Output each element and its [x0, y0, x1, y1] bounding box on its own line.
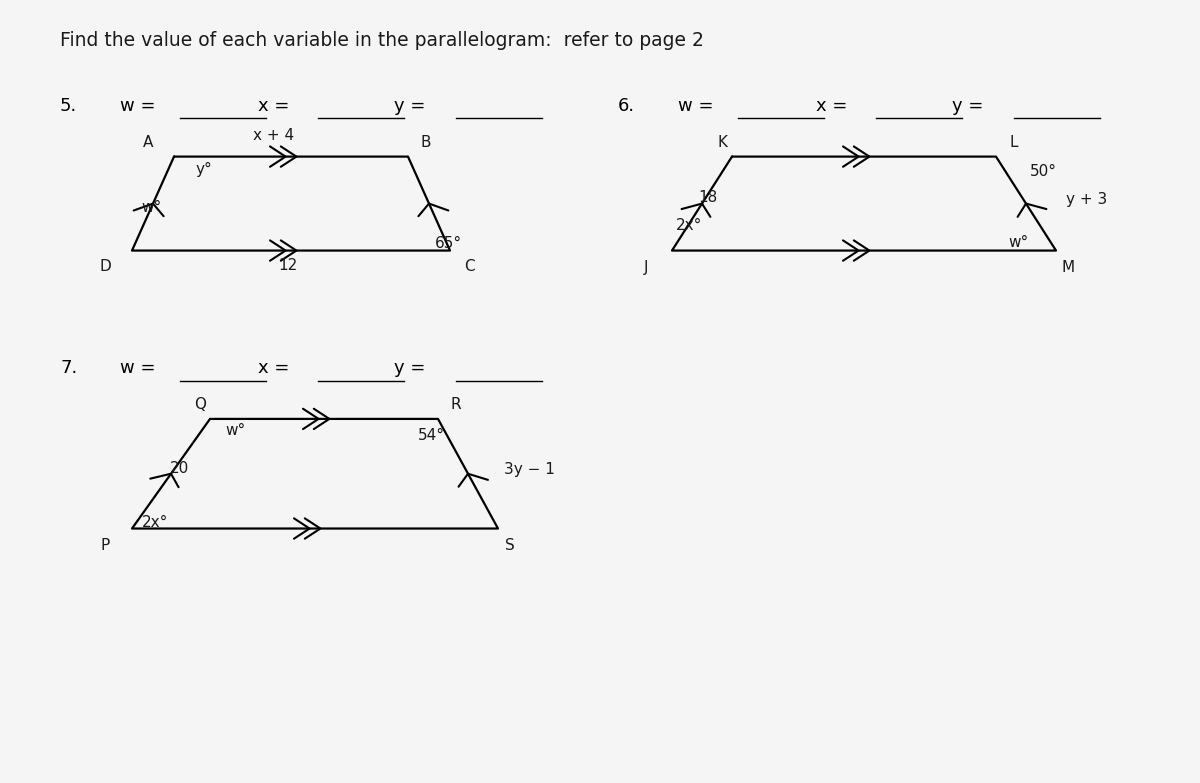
- Text: y + 3: y + 3: [1066, 192, 1106, 207]
- Text: S: S: [505, 538, 515, 554]
- Text: Find the value of each variable in the parallelogram:  refer to page 2: Find the value of each variable in the p…: [60, 31, 704, 50]
- Text: C: C: [464, 258, 474, 274]
- Text: M: M: [1062, 260, 1074, 276]
- Text: w =: w =: [678, 97, 714, 114]
- Text: 18: 18: [698, 189, 718, 205]
- Text: K: K: [718, 135, 727, 150]
- Text: 54°: 54°: [418, 428, 444, 442]
- Text: w°: w°: [142, 200, 162, 215]
- Text: B: B: [421, 135, 431, 150]
- Text: J: J: [643, 260, 648, 276]
- Text: 6.: 6.: [618, 97, 635, 114]
- Text: w°: w°: [226, 423, 246, 438]
- Text: 3y − 1: 3y − 1: [504, 462, 554, 478]
- Text: w =: w =: [120, 359, 156, 377]
- Text: 20: 20: [170, 460, 190, 476]
- Text: P: P: [101, 538, 110, 554]
- Text: y =: y =: [952, 97, 983, 114]
- Text: y =: y =: [394, 359, 425, 377]
- Text: 50°: 50°: [1030, 164, 1056, 179]
- Text: 12: 12: [278, 258, 298, 273]
- Text: 5.: 5.: [60, 97, 77, 114]
- Text: x + 4: x + 4: [253, 128, 294, 143]
- Text: A: A: [143, 135, 152, 150]
- Text: x =: x =: [816, 97, 847, 114]
- Text: w =: w =: [120, 97, 156, 114]
- Text: D: D: [100, 258, 112, 274]
- Text: x =: x =: [258, 97, 289, 114]
- Text: x =: x =: [258, 359, 289, 377]
- Text: y°: y°: [196, 162, 212, 177]
- Text: 7.: 7.: [60, 359, 77, 377]
- Text: 2x°: 2x°: [676, 218, 702, 233]
- Text: R: R: [451, 397, 461, 413]
- Text: y =: y =: [394, 97, 425, 114]
- Text: w°: w°: [1008, 235, 1028, 250]
- Text: 2x°: 2x°: [142, 515, 168, 530]
- Text: Q: Q: [194, 397, 206, 413]
- Text: L: L: [1009, 135, 1019, 150]
- Text: 65°: 65°: [434, 236, 462, 251]
